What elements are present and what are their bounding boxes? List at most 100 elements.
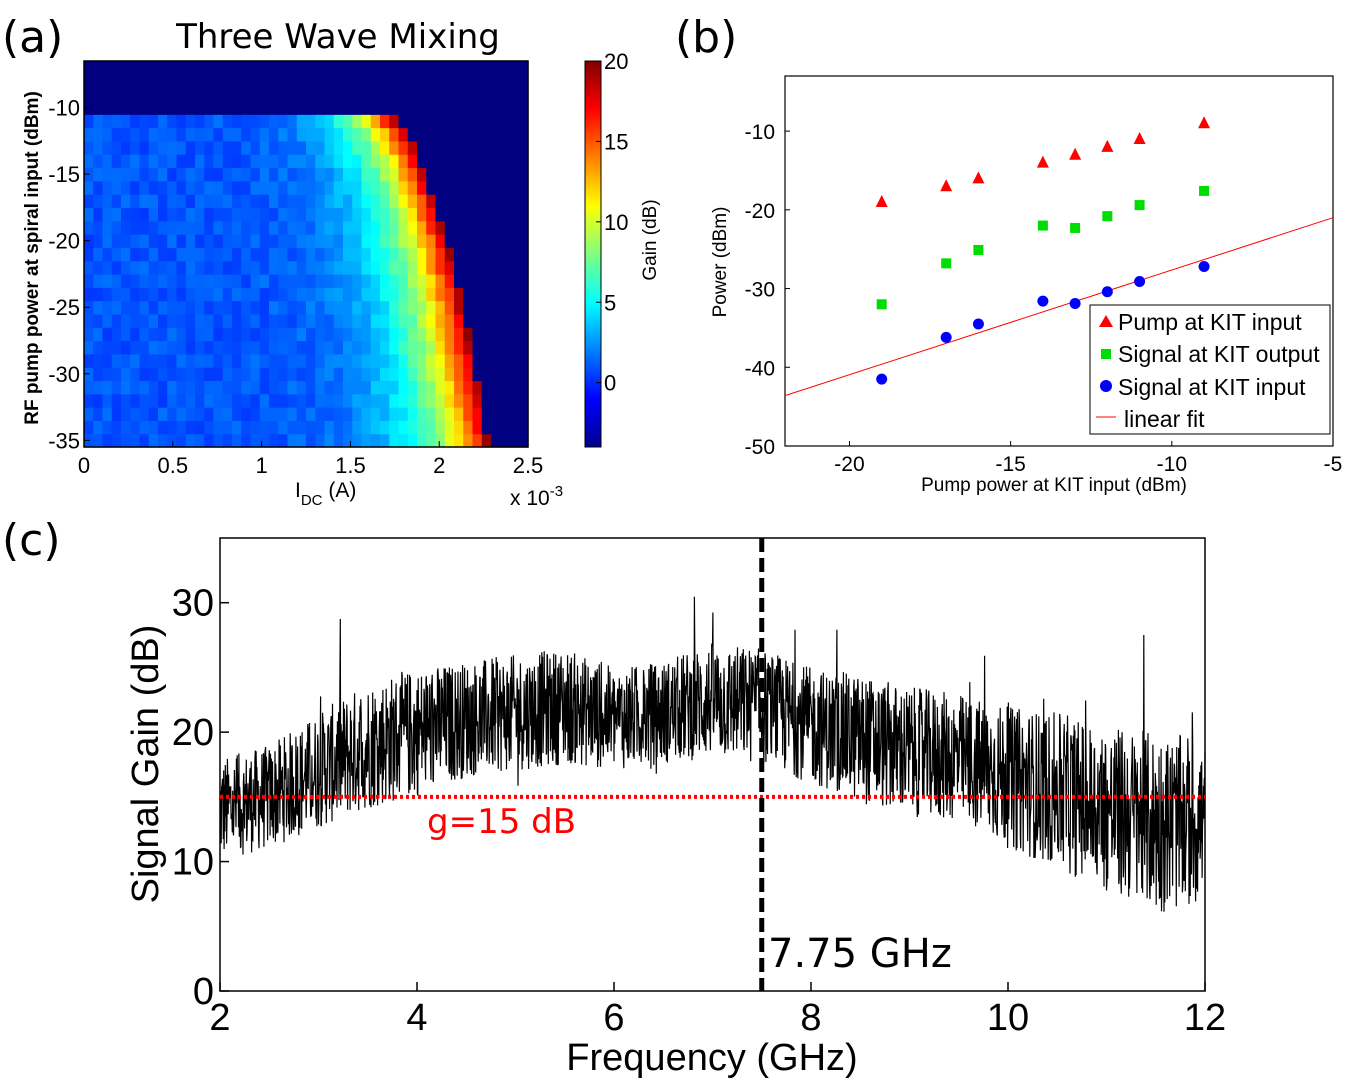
heatmap-cell [158, 207, 168, 222]
heatmap-cell [250, 340, 261, 355]
heatmap-cell [241, 353, 252, 368]
heatmap-cell [204, 61, 215, 75]
heatmap-cell [296, 140, 307, 155]
heatmap-cell [259, 220, 270, 235]
heatmap-cell [121, 407, 131, 421]
heatmap-cell [324, 327, 335, 342]
heatmap-cell [269, 380, 279, 395]
heatmap-cell [93, 180, 104, 195]
heatmap-cell [333, 180, 344, 195]
heatmap-cell [500, 140, 511, 155]
heatmap-cell [370, 61, 381, 75]
heatmap-cell [380, 340, 390, 355]
heatmap-cell [509, 154, 520, 169]
heatmap-cell [407, 207, 418, 222]
heatmap-cell [500, 127, 511, 142]
heatmap-cell [435, 74, 446, 89]
heatmap-cell [148, 154, 159, 169]
heatmap-cell [278, 407, 289, 421]
heatmap-cell [158, 180, 168, 195]
heatmap-cell [241, 327, 252, 342]
signal-output-point [1102, 211, 1113, 222]
heatmap-cell [315, 407, 326, 421]
heatmap-cell [509, 287, 520, 302]
heatmap-cell [306, 61, 316, 75]
heatmap-cell [370, 180, 381, 195]
heatmap-cell [444, 327, 455, 342]
signal-input-point [1198, 261, 1210, 273]
heatmap-cell [509, 114, 520, 129]
heatmap-cell [195, 220, 205, 235]
heatmap-cell [213, 273, 224, 288]
heatmap-cell [444, 367, 455, 382]
heatmap-cell [148, 87, 159, 102]
heatmap-cell [444, 260, 455, 275]
heatmap-cell [93, 194, 104, 209]
heatmap-cell [324, 353, 335, 368]
heatmap-cell [491, 61, 501, 75]
heatmap-cell [139, 114, 150, 129]
heatmap-cell [185, 234, 196, 248]
heatmap-cell [111, 393, 122, 408]
heatmap-cell [158, 154, 168, 169]
heatmap-cell [185, 247, 196, 262]
heatmap-cell [343, 127, 353, 142]
heatmap-cell [158, 420, 168, 435]
heatmap-cell [324, 433, 335, 448]
heatmap-cell [121, 114, 131, 129]
pump-point [875, 194, 888, 207]
legend-label-linear-fit: linear fit [1124, 406, 1205, 432]
heatmap-cell [352, 313, 363, 328]
heatmap-cell [500, 207, 511, 222]
heatmap-cell [491, 220, 501, 235]
heatmap-cell [102, 420, 113, 435]
heatmap-cell [195, 61, 205, 75]
heatmap-cell [167, 380, 178, 395]
heatmap-cell [185, 287, 196, 302]
y-tick-label: -10 [48, 96, 80, 121]
heatmap-cell [389, 180, 400, 195]
heatmap-cell [454, 234, 464, 248]
heatmap-cell [380, 407, 390, 421]
heatmap-cell [500, 167, 511, 182]
heatmap-cell [278, 353, 289, 368]
heatmap-cell [158, 407, 168, 421]
heatmap-cell [500, 300, 511, 315]
heatmap-cell [84, 260, 94, 275]
heatmap-cell [343, 167, 353, 182]
heatmap-cell [389, 260, 400, 275]
signal-output-point [1199, 185, 1210, 196]
heatmap-cell [213, 313, 224, 328]
chart-b: -20 -15 -10 -5 -10 -20 -30 -40 -50 Pump power a… [710, 75, 1342, 496]
heatmap-cell [306, 234, 316, 248]
heatmap-cell [176, 420, 187, 435]
heatmap-cell [426, 247, 437, 262]
heatmap-cell [463, 87, 474, 102]
heatmap-cell [315, 61, 326, 75]
heatmap-cell [444, 407, 455, 421]
heatmap-cell [259, 367, 270, 382]
heatmap-cell [213, 393, 224, 408]
heatmap-cell [204, 234, 215, 248]
heatmap-cell [287, 194, 298, 209]
heatmap-cell [176, 194, 187, 209]
heatmap-cell [463, 380, 474, 395]
heatmap-cell [444, 287, 455, 302]
heatmap-cell [158, 100, 168, 115]
heatmap-cell [389, 353, 400, 368]
heatmap-cell [472, 87, 483, 102]
heatmap-cell [435, 180, 446, 195]
heatmap-cell [398, 140, 409, 155]
heatmap-cell [232, 74, 242, 89]
heatmap-cell [491, 167, 501, 182]
heatmap-cell [102, 167, 113, 182]
heatmap-cell [500, 260, 511, 275]
heatmap-cell [287, 154, 298, 169]
heatmap-cell [426, 220, 437, 235]
heatmap-cell [491, 273, 501, 288]
heatmap-cell [481, 407, 492, 421]
heatmap-cell [84, 207, 94, 222]
heatmap-cell [139, 340, 150, 355]
heatmap-cell [195, 287, 205, 302]
heatmap-cell [481, 420, 492, 435]
